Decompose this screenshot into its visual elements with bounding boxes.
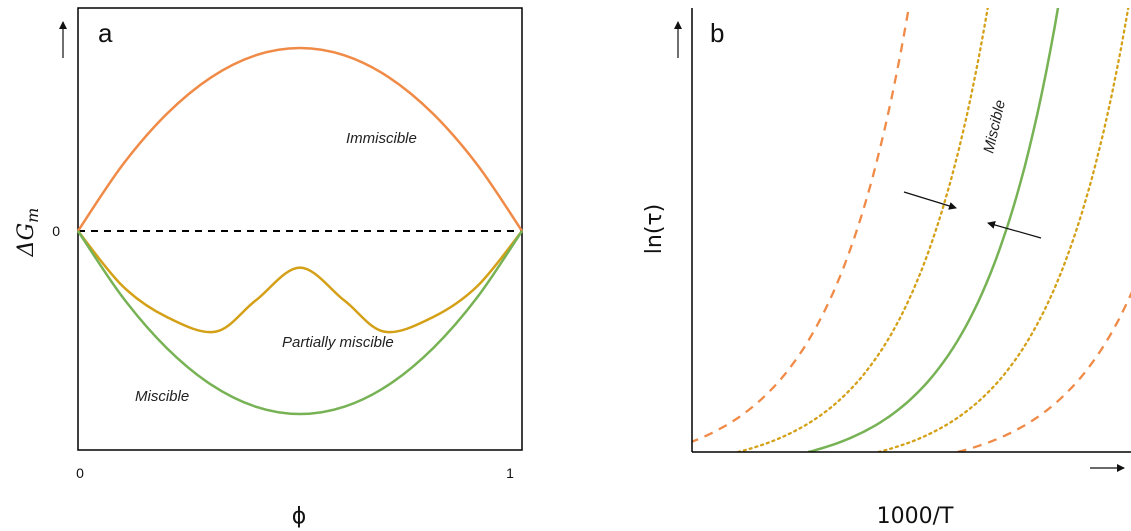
panel-a-xtick-1: 1 xyxy=(506,465,514,481)
panel-b-letter: b xyxy=(710,18,724,48)
curve-miscible-solid xyxy=(807,8,1060,452)
curve-orange-dashed-left xyxy=(692,8,910,443)
panel-a-ylabel-main: ΔG xyxy=(14,223,39,257)
label-miscible: Miscible xyxy=(135,388,189,405)
panel-a-ylabel: ΔGm xyxy=(14,208,42,258)
curve-immiscible xyxy=(76,46,524,232)
label-b-miscible: Miscible xyxy=(980,98,1009,155)
label-partially-miscible: Partially miscible xyxy=(282,334,394,351)
panel-a-frame xyxy=(77,7,523,451)
arrow-shift-right xyxy=(903,191,957,210)
panel-b-xlabel: 1000/T xyxy=(877,504,954,529)
label-immiscible: Immiscible xyxy=(346,130,417,147)
panel-b-ylabel: ln(τ) xyxy=(642,204,667,254)
panel-a-ylabel-sub: m xyxy=(23,208,42,223)
curve-orange-dashed-right xyxy=(957,291,1131,452)
panel-b: b ln(τ) 1000/T Miscible xyxy=(642,8,1131,529)
curve-yellow-dotted-left xyxy=(736,8,989,452)
panel-a-ytick-0: 0 xyxy=(52,223,60,239)
panel-a-xlabel: ϕ xyxy=(292,504,307,529)
curve-partially-miscible xyxy=(77,230,523,334)
arrow-shift-left xyxy=(987,221,1042,239)
curve-miscible xyxy=(76,230,524,416)
panel-b-curves xyxy=(692,8,1131,452)
panel-a: a ΔGm 0 0 1 ϕ Immiscible Partially misci… xyxy=(14,7,524,529)
panel-a-letter: a xyxy=(98,18,113,48)
curve-yellow-dotted-right xyxy=(877,8,1130,452)
panel-a-xtick-0: 0 xyxy=(76,465,84,481)
